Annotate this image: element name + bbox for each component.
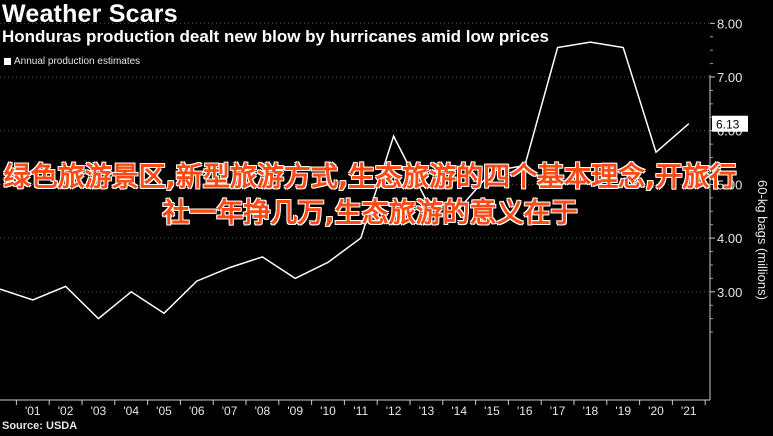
x-tick-label: '05 <box>156 404 172 418</box>
x-tick-label: '03 <box>91 404 107 418</box>
x-tick-label: '01 <box>25 404 41 418</box>
last-value-tag: 6.13 <box>712 115 748 132</box>
x-tick-label: '14 <box>451 404 467 418</box>
x-tick-label: '11 <box>353 404 368 418</box>
legend-swatch <box>4 58 11 65</box>
x-tick-label: '12 <box>386 404 402 418</box>
last-value-label: 6.13 <box>716 118 740 132</box>
y-tick-label: 8.00 <box>717 16 742 31</box>
x-tick-label: '04 <box>123 404 139 418</box>
chart-subtitle: Honduras production dealt new blow by hu… <box>2 27 549 46</box>
x-tick-label: '17 <box>550 404 566 418</box>
legend: Annual production estimates <box>4 56 140 67</box>
x-tick-label: '08 <box>255 404 271 418</box>
x-tick-label: '16 <box>517 404 533 418</box>
x-tick-label: '10 <box>320 404 336 418</box>
x-tick-label: '20 <box>648 404 664 418</box>
legend-label: Annual production estimates <box>14 56 141 67</box>
x-tick-label: '02 <box>58 404 74 418</box>
y-tick-label: 3.00 <box>717 285 742 300</box>
y-axis: 3.004.005.006.007.008.00 <box>709 16 742 400</box>
x-tick-label: '06 <box>189 404 205 418</box>
overlay-text: 绿色旅游景区,新型旅游方式,生态旅游的四个基本理念,开旅行社一年挣几万,生态旅游… <box>3 162 737 229</box>
y-tick-label: 5.00 <box>717 177 742 192</box>
x-tick-label: '15 <box>484 404 500 418</box>
x-tick-label: '21 <box>681 404 697 418</box>
x-tick-label: '07 <box>222 404 238 418</box>
y-tick-label: 4.00 <box>717 231 742 246</box>
y-tick-label: 7.00 <box>717 70 742 85</box>
x-tick-label: '19 <box>615 404 631 418</box>
x-tick-label: '13 <box>419 404 435 418</box>
source-note: Source: USDA <box>2 420 78 432</box>
grid-lines <box>0 22 710 293</box>
x-tick-label: '18 <box>583 404 599 418</box>
x-axis: '01 '02 '03 '04 '05 '06 '07 '08 '09 '10 '11 '12 '13 '… <box>0 399 710 418</box>
y-axis-label: 60-kg bags (millions) <box>755 180 770 300</box>
series-line <box>0 41 690 320</box>
x-tick-label: '09 <box>287 404 303 418</box>
last-value-box <box>712 115 748 132</box>
